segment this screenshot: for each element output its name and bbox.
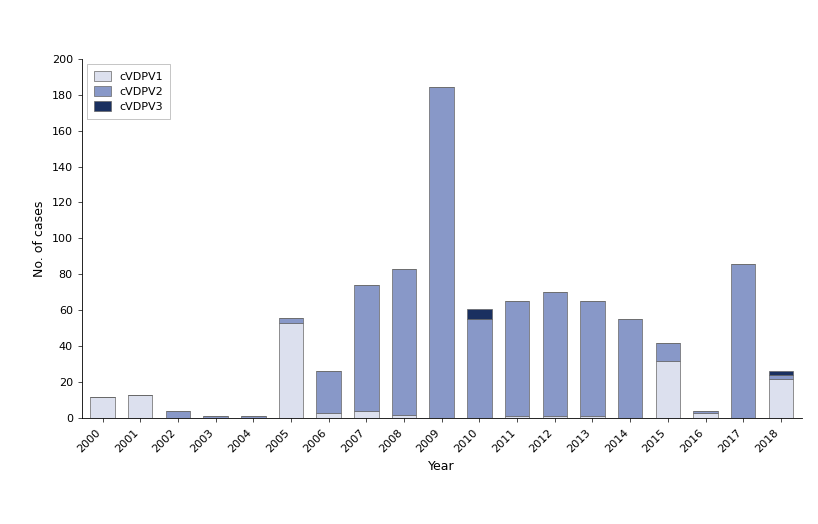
Bar — [731, 264, 756, 418]
Bar — [392, 414, 416, 418]
Bar — [279, 318, 303, 323]
Text: Source: MMWR © 2018 Centers for Disease Control and Prevention (CDC): Source: MMWR © 2018 Centers for Disease … — [450, 500, 810, 510]
Bar — [467, 309, 492, 319]
Bar — [128, 395, 152, 418]
Bar — [542, 292, 567, 417]
Bar — [655, 361, 680, 418]
Bar — [279, 323, 303, 418]
Bar — [505, 301, 529, 417]
Bar — [580, 417, 605, 418]
Bar — [542, 417, 567, 418]
Bar — [694, 413, 717, 418]
Bar — [769, 379, 793, 418]
Bar — [90, 397, 115, 418]
Bar — [769, 375, 793, 379]
Bar — [354, 411, 379, 418]
Bar — [580, 301, 605, 417]
Bar — [505, 417, 529, 418]
Bar — [354, 285, 379, 411]
Y-axis label: No. of cases: No. of cases — [33, 200, 46, 277]
Bar — [317, 372, 341, 413]
Bar — [204, 417, 228, 418]
Bar — [392, 269, 416, 414]
Bar — [429, 88, 454, 418]
Legend: cVDPV1, cVDPV2, cVDPV3: cVDPV1, cVDPV2, cVDPV3 — [88, 64, 170, 119]
Bar — [317, 413, 341, 418]
Bar — [694, 411, 717, 413]
Bar — [618, 319, 642, 418]
Bar — [467, 319, 492, 418]
Bar — [769, 372, 793, 375]
Text: Medscape: Medscape — [12, 498, 91, 512]
Bar — [166, 411, 190, 418]
Bar — [655, 343, 680, 361]
X-axis label: Year: Year — [429, 460, 455, 473]
Bar — [241, 417, 266, 418]
